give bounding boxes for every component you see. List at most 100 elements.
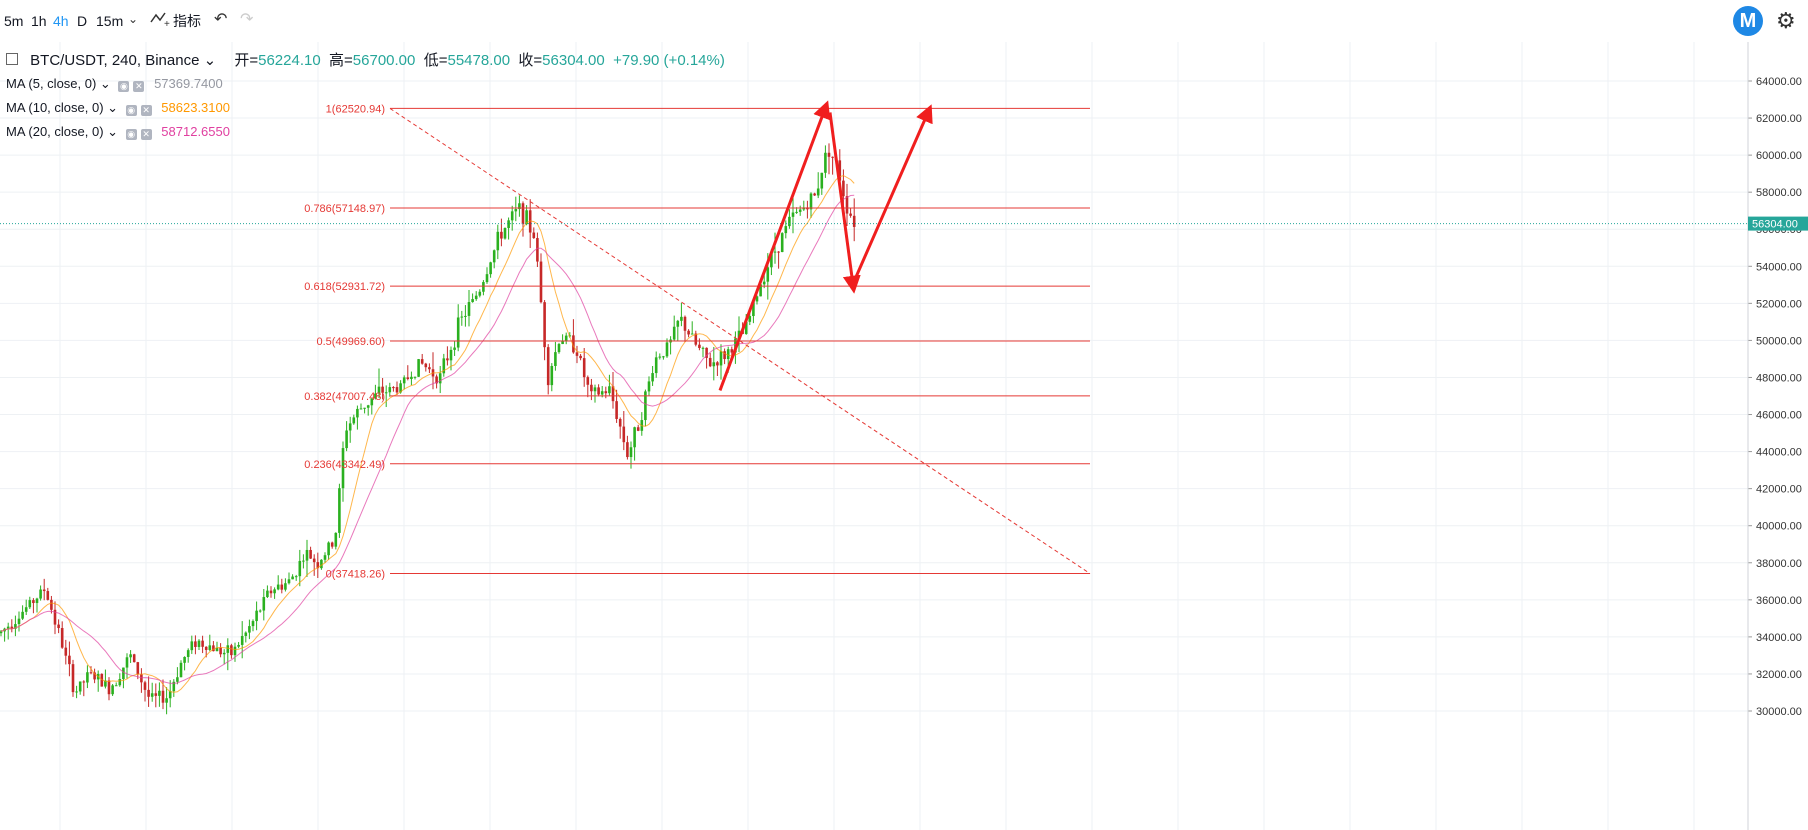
- indicators-button[interactable]: 指标: [173, 13, 201, 29]
- candle-body: [586, 377, 590, 385]
- candle-body: [374, 393, 377, 399]
- candle-body: [132, 654, 136, 663]
- m-logo-icon[interactable]: M: [1733, 6, 1763, 36]
- candle-body: [24, 607, 28, 612]
- high-value: 56700.00: [352, 52, 416, 69]
- candle-body: [338, 488, 341, 533]
- candle-body: [557, 344, 561, 353]
- candle-body: [770, 252, 773, 268]
- close-label: 收=: [518, 52, 543, 69]
- candle-body: [215, 647, 219, 652]
- y-tick-label: 36000.00: [1756, 595, 1802, 607]
- ma10-label[interactable]: MA (10, close, 0): [6, 100, 104, 115]
- fib-level-label: 0(37418.26): [326, 569, 385, 581]
- close-icon[interactable]: ✕: [140, 105, 152, 116]
- candle-body: [626, 442, 629, 458]
- candle-body: [604, 391, 608, 394]
- candle-body: [726, 349, 730, 360]
- candle-body: [849, 213, 852, 216]
- candle-body: [118, 679, 122, 686]
- candle-body: [10, 626, 14, 629]
- candle-body: [500, 231, 503, 239]
- chevron-down-icon[interactable]: ⌄: [128, 12, 139, 26]
- candle-body: [410, 376, 413, 380]
- candle-body: [89, 672, 93, 674]
- candle-body: [838, 160, 842, 181]
- candle-body: [359, 408, 363, 410]
- interval-15m[interactable]: 15m: [96, 13, 124, 29]
- candle-body: [276, 584, 280, 590]
- eye-icon[interactable]: ◉: [125, 129, 137, 140]
- candle-body: [298, 560, 302, 577]
- low-value: 55478.00: [447, 52, 511, 69]
- ma20-label[interactable]: MA (20, close, 0): [6, 124, 104, 139]
- last-price-label: 56304.00: [1752, 219, 1798, 231]
- candle-body: [766, 267, 770, 282]
- interval-d[interactable]: D: [77, 13, 88, 29]
- candle-body: [665, 342, 669, 357]
- ma20-value: 58712.6550: [161, 124, 230, 139]
- candle-body: [309, 549, 312, 559]
- interval-1h[interactable]: 1h: [31, 13, 47, 29]
- candle-body: [672, 326, 676, 340]
- candle-body: [158, 690, 161, 696]
- price-chart[interactable]: 30000.00 32000.00 34000.00 36000.00 38000.00…: [0, 42, 1808, 830]
- candle-body: [248, 626, 251, 633]
- candle-body: [370, 398, 374, 406]
- candle-body: [140, 674, 143, 683]
- candle-body: [86, 672, 89, 683]
- close-icon[interactable]: ✕: [133, 81, 145, 92]
- candle-body: [496, 231, 500, 251]
- candle-body: [363, 407, 366, 409]
- y-tick-label: 64000.00: [1756, 76, 1802, 88]
- candle-body: [39, 589, 42, 599]
- candle-body: [330, 542, 334, 547]
- interval-4h[interactable]: 4h: [53, 13, 69, 29]
- fib-level-label: 1(62520.94): [326, 103, 385, 115]
- symbol-dropdown-icon[interactable]: ⌄: [203, 52, 217, 69]
- candle-body: [442, 358, 446, 374]
- candle-body: [428, 367, 431, 370]
- candle-body: [413, 376, 417, 378]
- candle-body: [698, 344, 701, 348]
- eye-icon[interactable]: ◉: [118, 81, 130, 92]
- candle-body: [636, 427, 640, 431]
- candle-body: [773, 251, 777, 253]
- candle-body: [579, 355, 582, 359]
- candle-body: [345, 430, 348, 449]
- candle-body: [575, 352, 579, 356]
- candle-body: [507, 220, 510, 229]
- undo-icon[interactable]: ↶: [214, 11, 228, 28]
- redo-icon[interactable]: ↷: [240, 11, 254, 28]
- ma5-label[interactable]: MA (5, close, 0): [6, 76, 97, 91]
- candle-body: [824, 152, 827, 173]
- candle-body: [194, 641, 197, 647]
- candle-body: [46, 591, 50, 600]
- candle-body: [219, 647, 222, 655]
- candle-body: [381, 386, 384, 393]
- eye-icon[interactable]: ◉: [125, 105, 137, 116]
- candle-body: [622, 426, 626, 443]
- indicators-icon[interactable]: +: [150, 10, 170, 33]
- candle-body: [561, 340, 564, 345]
- candle-body: [420, 359, 424, 364]
- close-icon[interactable]: ✕: [140, 129, 152, 140]
- candle-body: [114, 685, 118, 687]
- candle-body: [762, 281, 766, 285]
- interval-5m[interactable]: 5m: [4, 13, 24, 29]
- candle-body: [186, 650, 190, 657]
- candle-body: [597, 387, 600, 395]
- candle-body: [492, 250, 496, 263]
- y-tick-label: 58000.00: [1756, 187, 1802, 199]
- candle-body: [204, 646, 208, 650]
- collapse-icon[interactable]: [6, 53, 18, 65]
- candle-body: [266, 590, 269, 598]
- svg-text:+: +: [164, 19, 170, 28]
- symbol-legend: BTC/USDT, 240, Binance ⌄ 开=56224.10 高=56…: [6, 49, 725, 70]
- low-label: 低=: [423, 52, 448, 69]
- candle-body: [572, 335, 575, 353]
- ma20-legend: MA (20, close, 0) ⌄ ◉ ✕ 58712.6550: [6, 124, 230, 140]
- symbol-name[interactable]: BTC/USDT, 240, Binance: [30, 52, 200, 69]
- candle-body: [104, 680, 107, 687]
- gear-icon[interactable]: ⚙: [1776, 8, 1796, 33]
